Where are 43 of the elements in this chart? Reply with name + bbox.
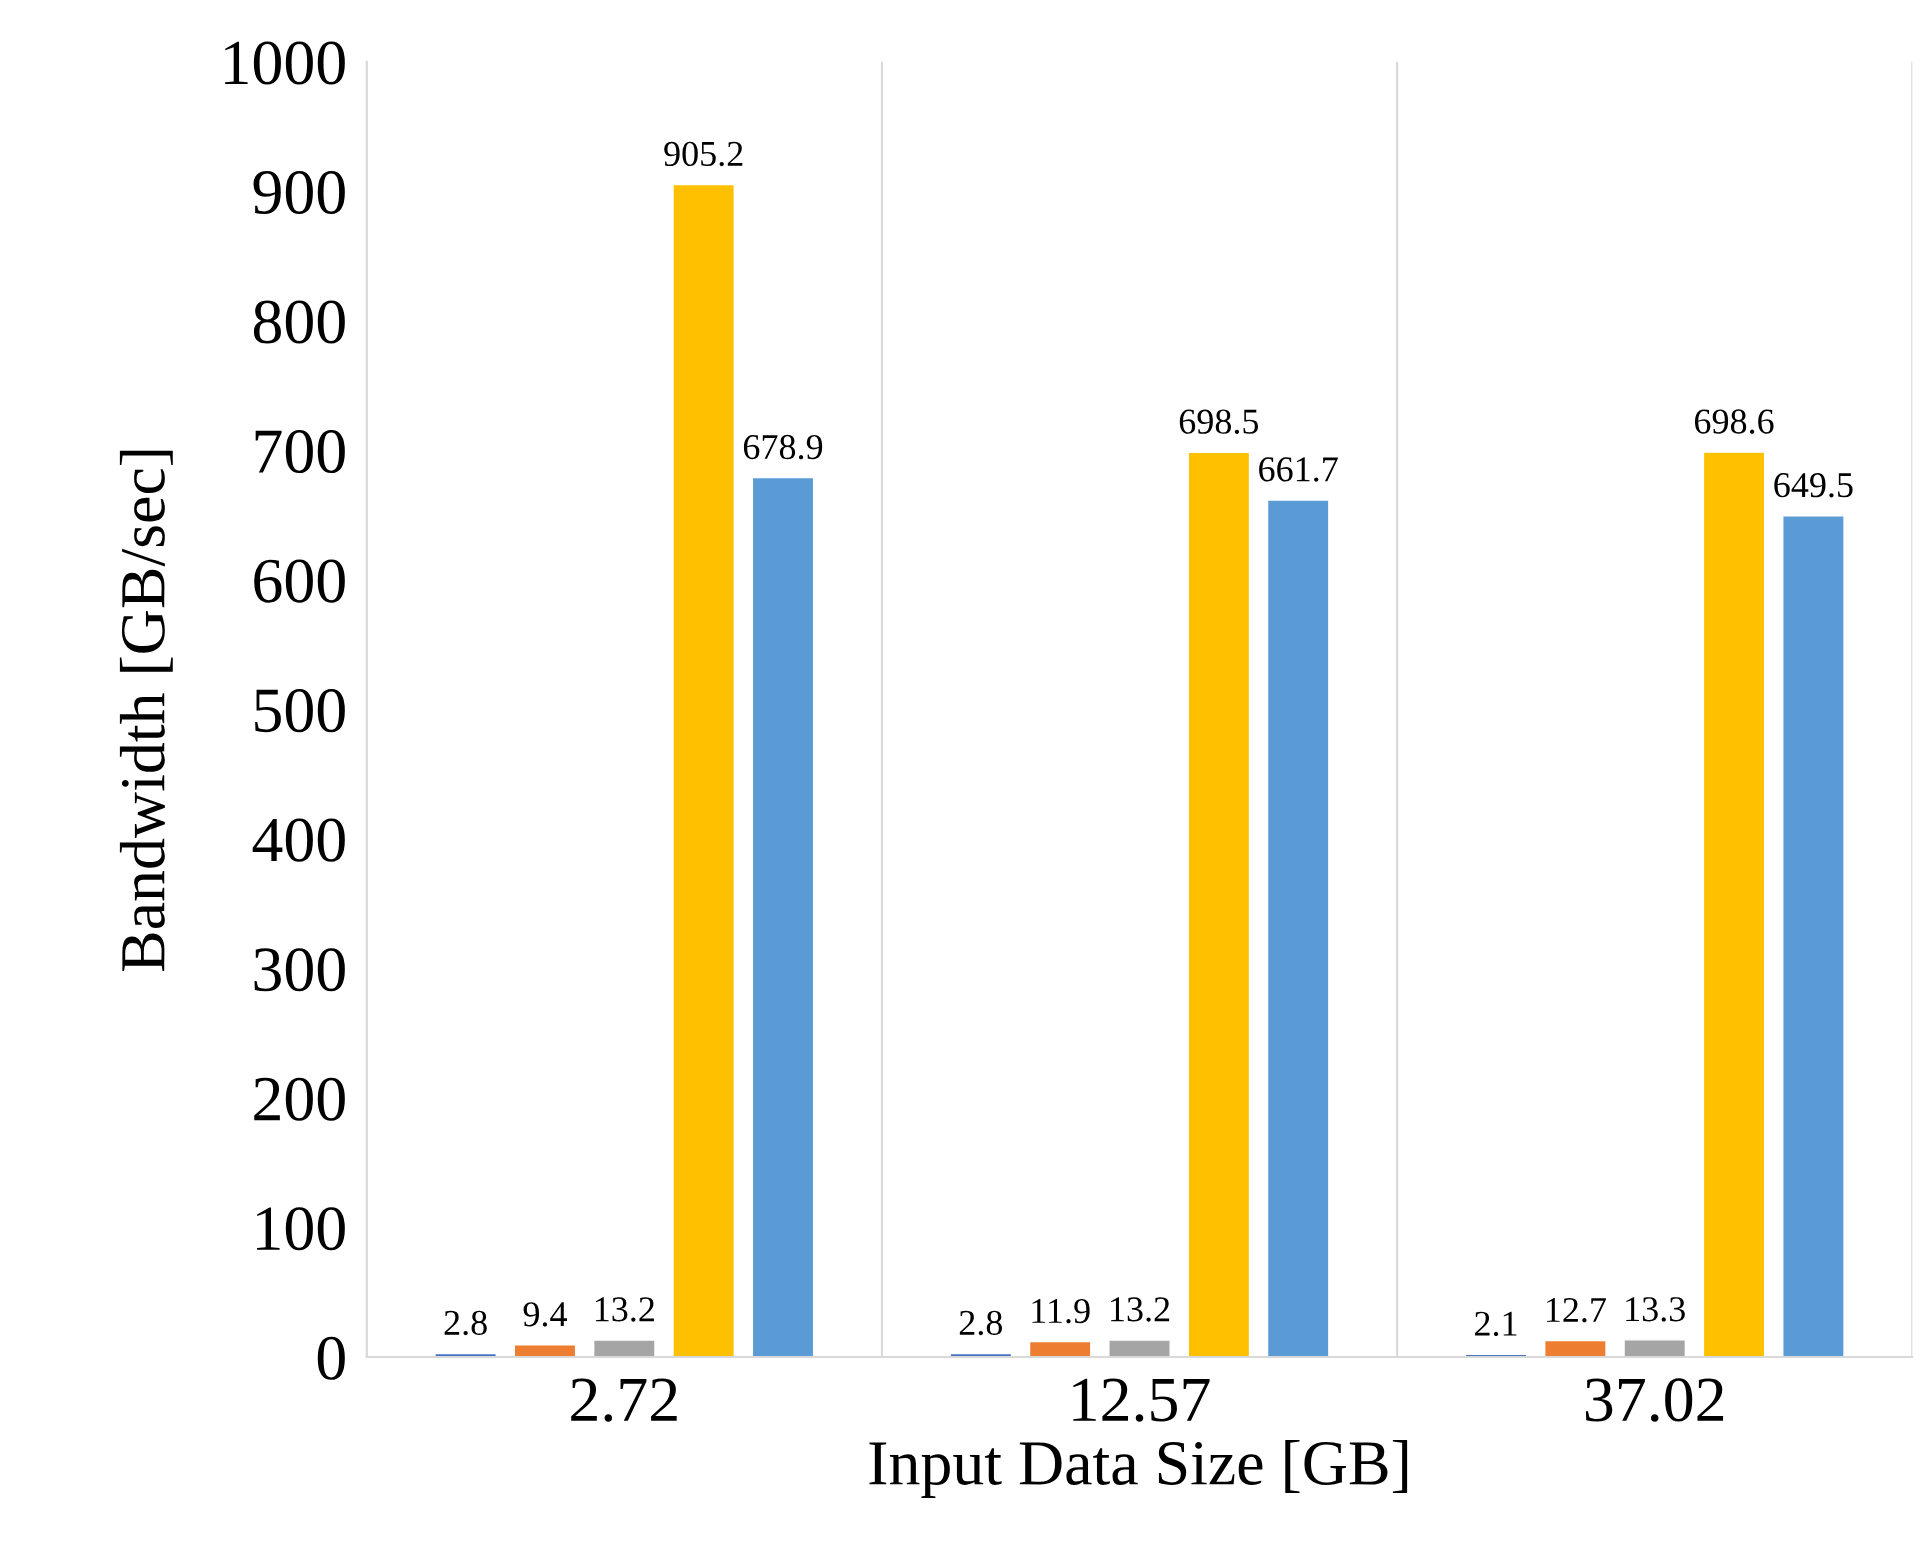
data-label: 905.2 (664, 141, 743, 167)
data-label: 12.7 (1546, 1297, 1606, 1323)
y-tick-label: 400 (252, 818, 345, 862)
y-tick-label: 600 (254, 559, 345, 603)
y-tick-label: 200 (254, 1077, 345, 1121)
bar (513, 1344, 577, 1358)
x-axis-title: Input Data Size [GB] (869, 1440, 1408, 1498)
bar (1544, 1339, 1607, 1358)
bar (1623, 1339, 1687, 1358)
data-label: 698.6 (1694, 409, 1774, 434)
bar (751, 476, 815, 1358)
data-label: 661.7 (1259, 457, 1338, 482)
bar (592, 1339, 656, 1358)
x-tick-label: 2.72 (571, 1378, 677, 1422)
data-label: 2.8 (444, 1310, 487, 1336)
y-tick-label: 300 (254, 948, 345, 992)
data-label: 13.2 (1111, 1297, 1170, 1322)
x-tick-label: 37.02 (1585, 1378, 1724, 1422)
y-tick-label: 900 (253, 170, 345, 215)
bar (1782, 515, 1845, 1358)
y-tick-label: 800 (253, 300, 345, 344)
data-label: 9.4 (523, 1302, 567, 1327)
y-tick-label: 0 (317, 1336, 345, 1380)
bar (1028, 1340, 1092, 1358)
bar (1266, 499, 1330, 1358)
data-label: 2.1 (1475, 1311, 1517, 1337)
y-tick-label: 100 (257, 1207, 345, 1251)
data-label: 11.9 (1032, 1298, 1090, 1324)
data-label: 2.8 (959, 1310, 1003, 1336)
data-label: 698.5 (1179, 409, 1259, 434)
data-label: 13.2 (595, 1297, 654, 1322)
y-tick-label: 500 (255, 689, 345, 733)
y-axis-title: Bandwidth [GB/sec] (119, 450, 173, 972)
bar (1187, 451, 1251, 1358)
bar (1702, 451, 1766, 1358)
x-tick-label: 12.57 (1073, 1378, 1210, 1422)
y-tick-label: 1000 (225, 41, 345, 85)
y-tick-label: 700 (255, 430, 345, 474)
data-label: 649.5 (1774, 473, 1853, 498)
bar (1108, 1339, 1171, 1358)
data-label: 678.9 (743, 434, 823, 460)
data-label: 13.3 (1626, 1297, 1685, 1322)
bar (672, 183, 736, 1358)
